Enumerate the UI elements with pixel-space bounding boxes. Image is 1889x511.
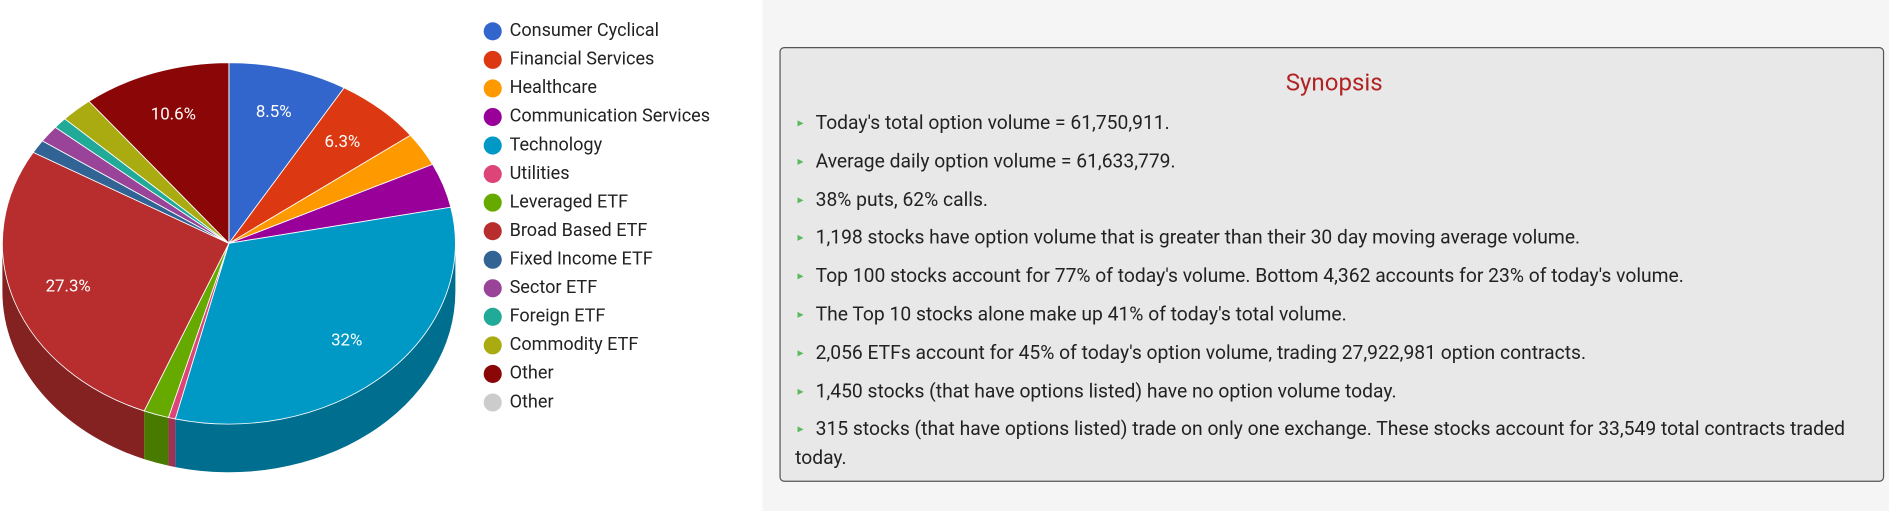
slice-side <box>144 410 169 466</box>
legend-label: Financial Services <box>510 49 655 70</box>
synopsis-item: The Top 10 stocks alone make up 41% of t… <box>795 300 1873 329</box>
legend-swatch <box>483 22 502 41</box>
slice <box>228 62 345 245</box>
legend-label: Consumer Cyclical <box>510 20 659 41</box>
slice <box>2 151 230 412</box>
legend-swatch <box>483 250 502 269</box>
legend-label: Communication Services <box>510 106 710 127</box>
legend-swatch <box>483 336 502 355</box>
legend-label: Commodity ETF <box>510 334 639 355</box>
slice-label: 27.3% <box>46 277 91 297</box>
synopsis-item: 2,056 ETFs account for 45% of today's op… <box>795 338 1873 367</box>
legend-swatch <box>483 193 502 212</box>
synopsis-item: Top 100 stocks account for 77% of today'… <box>795 262 1873 291</box>
legend-label: Broad Based ETF <box>510 220 648 241</box>
slice <box>88 62 230 245</box>
legend-label: Foreign ETF <box>510 306 606 327</box>
synopsis-list: Today's total option volume = 61,750,911… <box>795 108 1873 471</box>
legend-swatch <box>483 222 502 241</box>
synopsis-item: Average daily option volume = 61,633,779… <box>795 147 1873 176</box>
slice-side <box>168 417 176 468</box>
legend-swatch <box>483 279 502 298</box>
synopsis-title: Synopsis <box>1285 67 1383 97</box>
legend-swatch <box>483 307 502 326</box>
pie-chart: 8.5% 6.3% 32% 27.3% 10.6% Consumer Cyclical Fi… <box>0 0 763 511</box>
slice-label: 6.3% <box>325 132 361 152</box>
legend-label: Fixed Income ETF <box>510 248 653 269</box>
synopsis-item: 315 stocks (that have options listed) tr… <box>795 415 1873 472</box>
legend-swatch <box>483 79 502 98</box>
slice-label: 10.6% <box>151 105 196 125</box>
legend-label: Sector ETF <box>510 277 598 298</box>
synopsis-panel: Synopsis Today's total option volume = 6… <box>779 46 1885 482</box>
legend-label: Other <box>510 391 554 412</box>
legend-swatch <box>483 165 502 184</box>
slice-side <box>2 243 145 460</box>
synopsis-item: Today's total option volume = 61,750,911… <box>795 108 1873 137</box>
legend-swatch <box>483 136 502 155</box>
legend-swatch <box>483 393 502 412</box>
slice-label: 8.5% <box>256 102 292 122</box>
legend-swatch <box>483 364 502 383</box>
synopsis-item: 1,450 stocks (that have options listed) … <box>795 377 1873 406</box>
legend-swatch <box>483 107 502 127</box>
slice <box>174 206 456 425</box>
legend-label: Technology <box>510 134 603 155</box>
synopsis-item: 1,198 stocks have option volume that is … <box>795 223 1873 252</box>
legend-label: Other <box>510 363 554 384</box>
synopsis-item: 38% puts, 62% calls. <box>795 185 1873 214</box>
legend-swatch <box>483 50 502 69</box>
legend-label: Utilities <box>510 163 570 184</box>
slice-label: 32% <box>331 330 362 350</box>
legend-label: Healthcare <box>510 77 597 98</box>
legend-label: Leveraged ETF <box>510 191 629 212</box>
slice-side <box>175 243 456 473</box>
